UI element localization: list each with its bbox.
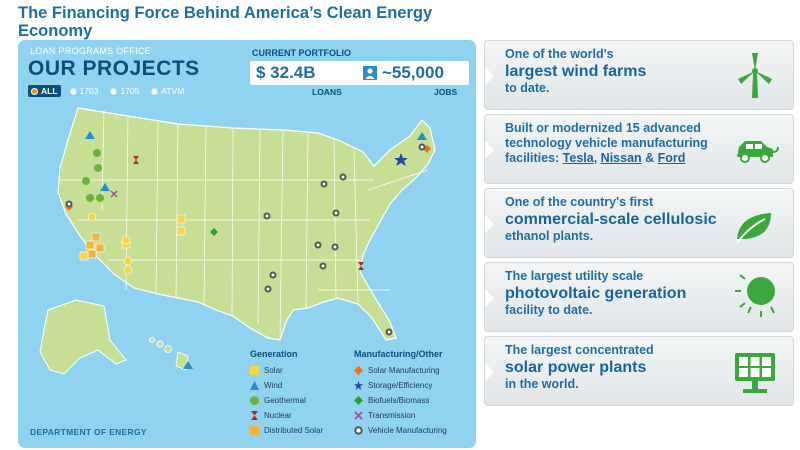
us-map[interactable] [18,40,476,448]
vehicle-ring-icon [354,426,363,435]
legend-generation-header: Generation [250,349,298,359]
legend-item-nuclear[interactable]: Nuclear [250,408,323,423]
jobs-box: ~55,000 [357,61,469,85]
jobs-value: ~55,000 [382,63,444,82]
card-cellulosic-ethanol[interactable]: One of the country's first commercial-sc… [484,188,794,258]
hawaii-shape [149,337,189,371]
solar-square-icon [250,366,259,375]
legend-item-storage[interactable]: Storage/Efficiency [354,378,447,393]
filter-all[interactable]: ALL [28,85,61,97]
loans-value: $ 32.4B [256,63,316,82]
legend-item-wind[interactable]: Wind [250,378,323,393]
project-markers[interactable] [65,131,431,369]
geothermal-circle-icon [250,396,259,405]
office-label: LOAN PROGRAMS OFFICE [30,46,152,56]
wind-turbine-icon [738,53,772,98]
legend-item-solar-manufacturing[interactable]: Solar Manufacturing [354,363,447,378]
sun-icon [735,274,775,317]
biofuels-diamond-icon [354,396,363,405]
nissan-link[interactable]: Nissan [600,151,642,165]
alaska-shape [39,299,127,375]
continental-us-shape [57,107,436,341]
electric-car-icon [737,141,779,163]
jobs-label: JOBS [434,87,458,97]
transmission-x-icon [354,411,363,420]
legend-item-transmission[interactable]: Transmission [354,408,447,423]
card-concentrated-solar[interactable]: The largest concentrated solar power pla… [484,336,794,406]
radio-icon [151,87,159,95]
distributed-solar-square-icon [250,426,259,435]
page-title: The Financing Force Behind America’s Cle… [18,4,433,40]
solar-panel-icon [735,353,775,393]
projects-heading: OUR PROJECTS [28,57,200,80]
legend-manufacturing: Manufacturing/Other Solar Manufacturing … [354,349,447,438]
nuclear-hourglass-icon [251,411,258,420]
loans-label: LOANS [312,87,342,97]
leaf-icon [736,213,771,244]
tesla-link[interactable]: Tesla [562,151,594,165]
legend-item-distributed-solar[interactable]: Distributed Solar [250,423,323,438]
legend-generation: Generation Solar Wind Geothermal Nuclear… [250,349,323,438]
filter-atvm[interactable]: ATVM [148,85,187,97]
state-lines [60,109,429,339]
card-photovoltaic[interactable]: The largest utility scale photovoltaic g… [484,262,794,332]
agency-label: DEPARTMENT OF ENERGY [30,427,147,437]
filter-1705[interactable]: 1705 [107,85,142,97]
card-wind-farms[interactable]: One of the world's largest wind farms to… [484,40,794,110]
program-filters: ALL 1703 1705 ATVM [28,85,187,97]
loans-box: $ 32.4B [250,61,362,85]
filter-1703[interactable]: 1703 [67,85,102,97]
radio-icon [69,87,77,95]
radio-icon [110,87,118,95]
portfolio-label: CURRENT PORTFOLIO [252,48,351,58]
card-vehicle-manufacturing[interactable]: Built or modernized 15 advanced technolo… [484,114,794,184]
legend-item-biofuels[interactable]: Biofuels/Biomass [354,393,447,408]
legend-manufacturing-header: Manufacturing/Other [354,349,443,359]
legend-item-solar[interactable]: Solar [250,363,323,378]
projects-map-panel: LOAN PROGRAMS OFFICE OUR PROJECTS ALL 17… [18,40,476,448]
legend-item-geothermal[interactable]: Geothermal [250,393,323,408]
highlight-cards: One of the world's largest wind farms to… [484,40,794,410]
wind-triangle-icon [250,381,259,390]
person-icon [363,66,377,80]
solar-manufacturing-diamond-icon [354,366,363,375]
storage-star-icon [354,381,363,390]
legend-item-vehicle-manufacturing[interactable]: Vehicle Manufacturing [354,423,447,438]
radio-selected-icon [31,87,38,95]
ford-link[interactable]: Ford [657,151,686,165]
